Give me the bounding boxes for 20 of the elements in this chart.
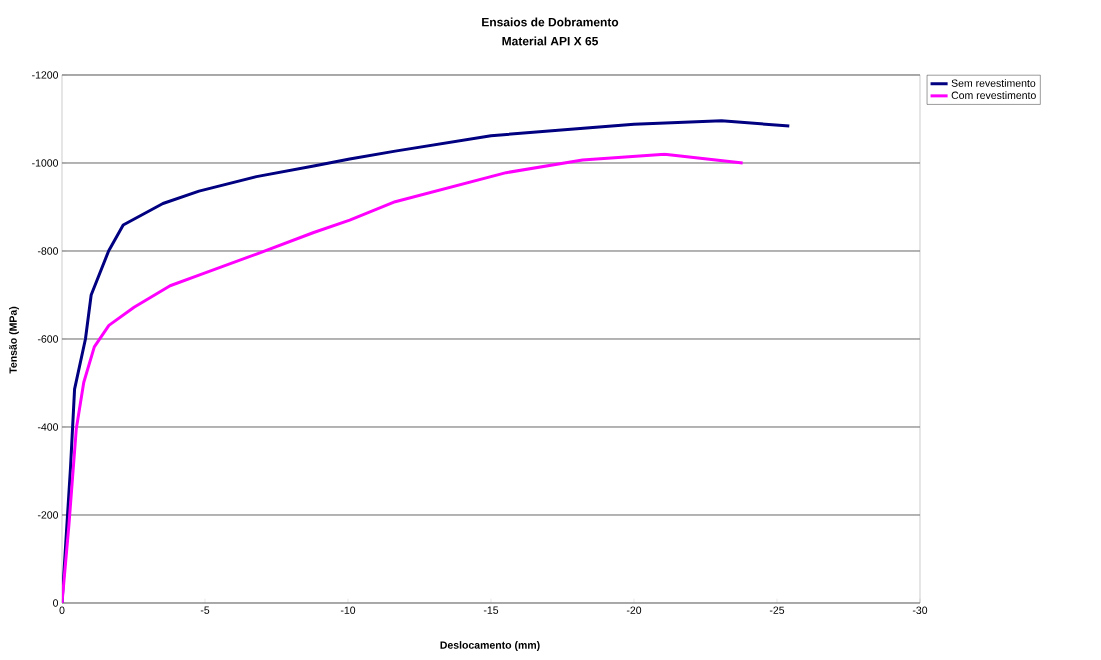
- x-tick-label: -10: [340, 606, 356, 614]
- x-tick-label: 0: [59, 606, 65, 614]
- y-tick-label: 0: [53, 599, 59, 607]
- chart-title: Ensaios de Dobramento: [482, 17, 619, 27]
- x-axis-title: Deslocamento (mm): [440, 641, 540, 651]
- y-tick-label: -1000: [32, 159, 59, 167]
- x-tick-label: -15: [483, 606, 499, 614]
- x-tick-label: -30: [912, 606, 928, 614]
- y-tick-label: -1200: [32, 71, 59, 79]
- legend-label: Com revestimento: [951, 91, 1036, 100]
- chart-subtitle: Material API X 65: [502, 36, 599, 46]
- x-tick-label: -5: [200, 606, 210, 614]
- y-tick-label: -800: [37, 247, 59, 255]
- y-tick-label: -200: [37, 511, 59, 519]
- x-tick-label: -20: [626, 606, 642, 614]
- y-axis-title: Tensão (MPa): [9, 306, 19, 374]
- y-tick-label: -400: [37, 423, 59, 431]
- legend-label: Sem revestimento: [951, 79, 1036, 87]
- x-tick-label: -25: [769, 606, 785, 614]
- y-tick-label: -600: [37, 335, 59, 343]
